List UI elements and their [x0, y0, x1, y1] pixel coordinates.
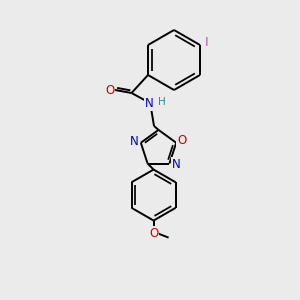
- Text: O: O: [105, 83, 114, 97]
- Text: N: N: [172, 158, 180, 171]
- Text: I: I: [205, 36, 208, 49]
- Text: N: N: [130, 135, 139, 148]
- Text: O: O: [149, 226, 158, 240]
- Text: H: H: [158, 97, 165, 107]
- Text: N: N: [145, 97, 154, 110]
- Text: O: O: [177, 134, 186, 147]
